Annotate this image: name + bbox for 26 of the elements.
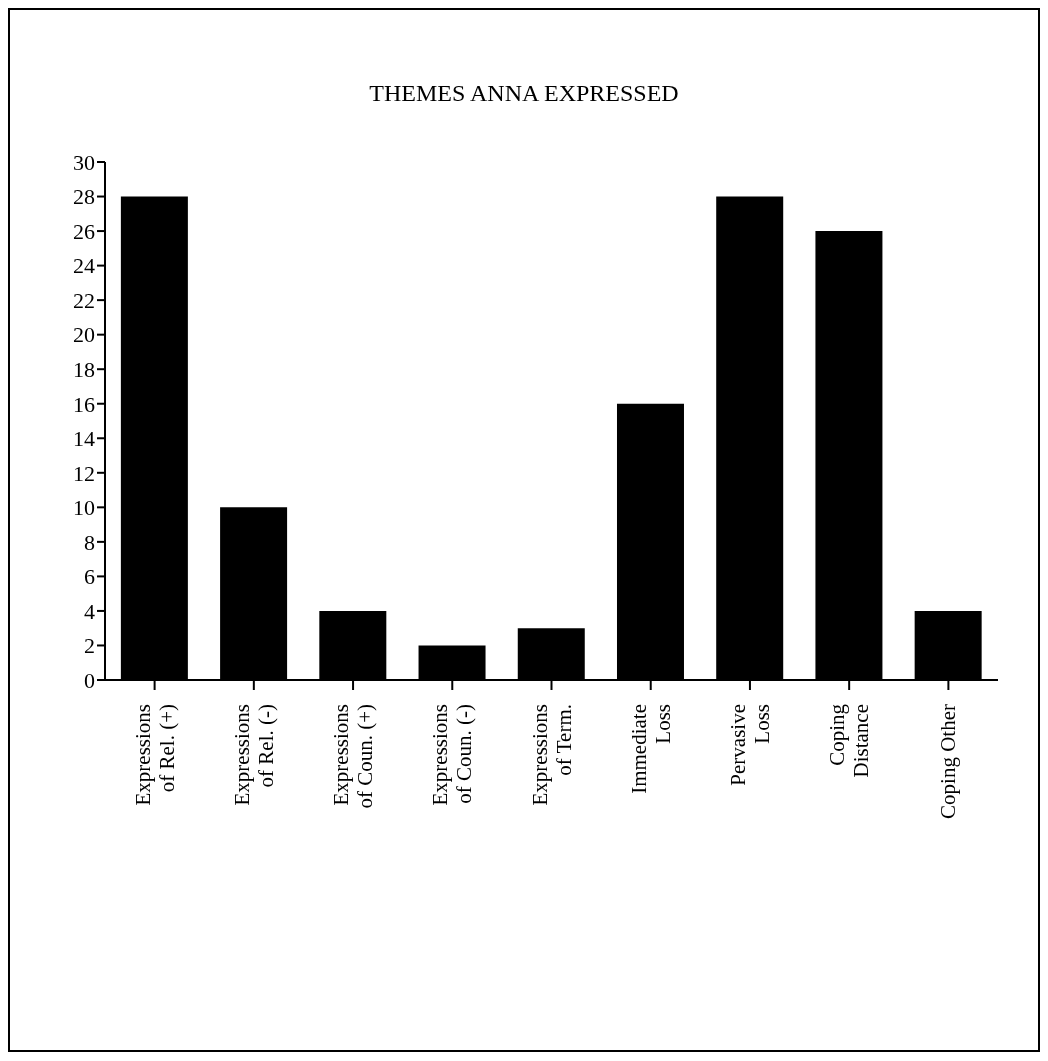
x-tick-label: Expressions of Coun. (-) [428, 704, 477, 806]
y-tick-label: 24 [73, 253, 95, 279]
y-tick-label: 14 [73, 426, 95, 452]
chart-title: THEMES ANNA EXPRESSED [368, 80, 680, 107]
x-tick-label: Pervasive Loss [725, 704, 774, 786]
x-tick-label: Expressions of Coun. (+) [329, 704, 378, 809]
y-tick-label: 8 [84, 529, 95, 555]
y-tick-label: 6 [84, 564, 95, 590]
x-tick-label: Coping Other [936, 703, 961, 819]
x-tick-label: Immediate Loss [626, 704, 675, 794]
x-tick-label: Expressions of Term. [527, 704, 576, 806]
y-tick-label: 18 [73, 357, 95, 383]
y-tick-label: 12 [73, 460, 95, 486]
y-tick-label: 26 [73, 218, 95, 244]
y-tick-label: 10 [73, 495, 95, 521]
y-tick-label: 16 [73, 391, 95, 417]
y-tick-label: 22 [73, 287, 95, 313]
x-tick-label: Expressions of Rel. (+) [130, 704, 179, 806]
x-tick-label: Coping Distance [825, 703, 874, 778]
y-tick-label: 4 [84, 598, 95, 624]
y-tick-label: 2 [84, 633, 95, 659]
y-tick-label: 20 [73, 322, 95, 348]
y-tick-label: 30 [73, 149, 95, 175]
y-tick-label: 0 [84, 667, 95, 693]
x-tick-label: Expressions of Rel. (-) [229, 704, 278, 806]
y-tick-label: 28 [73, 184, 95, 210]
